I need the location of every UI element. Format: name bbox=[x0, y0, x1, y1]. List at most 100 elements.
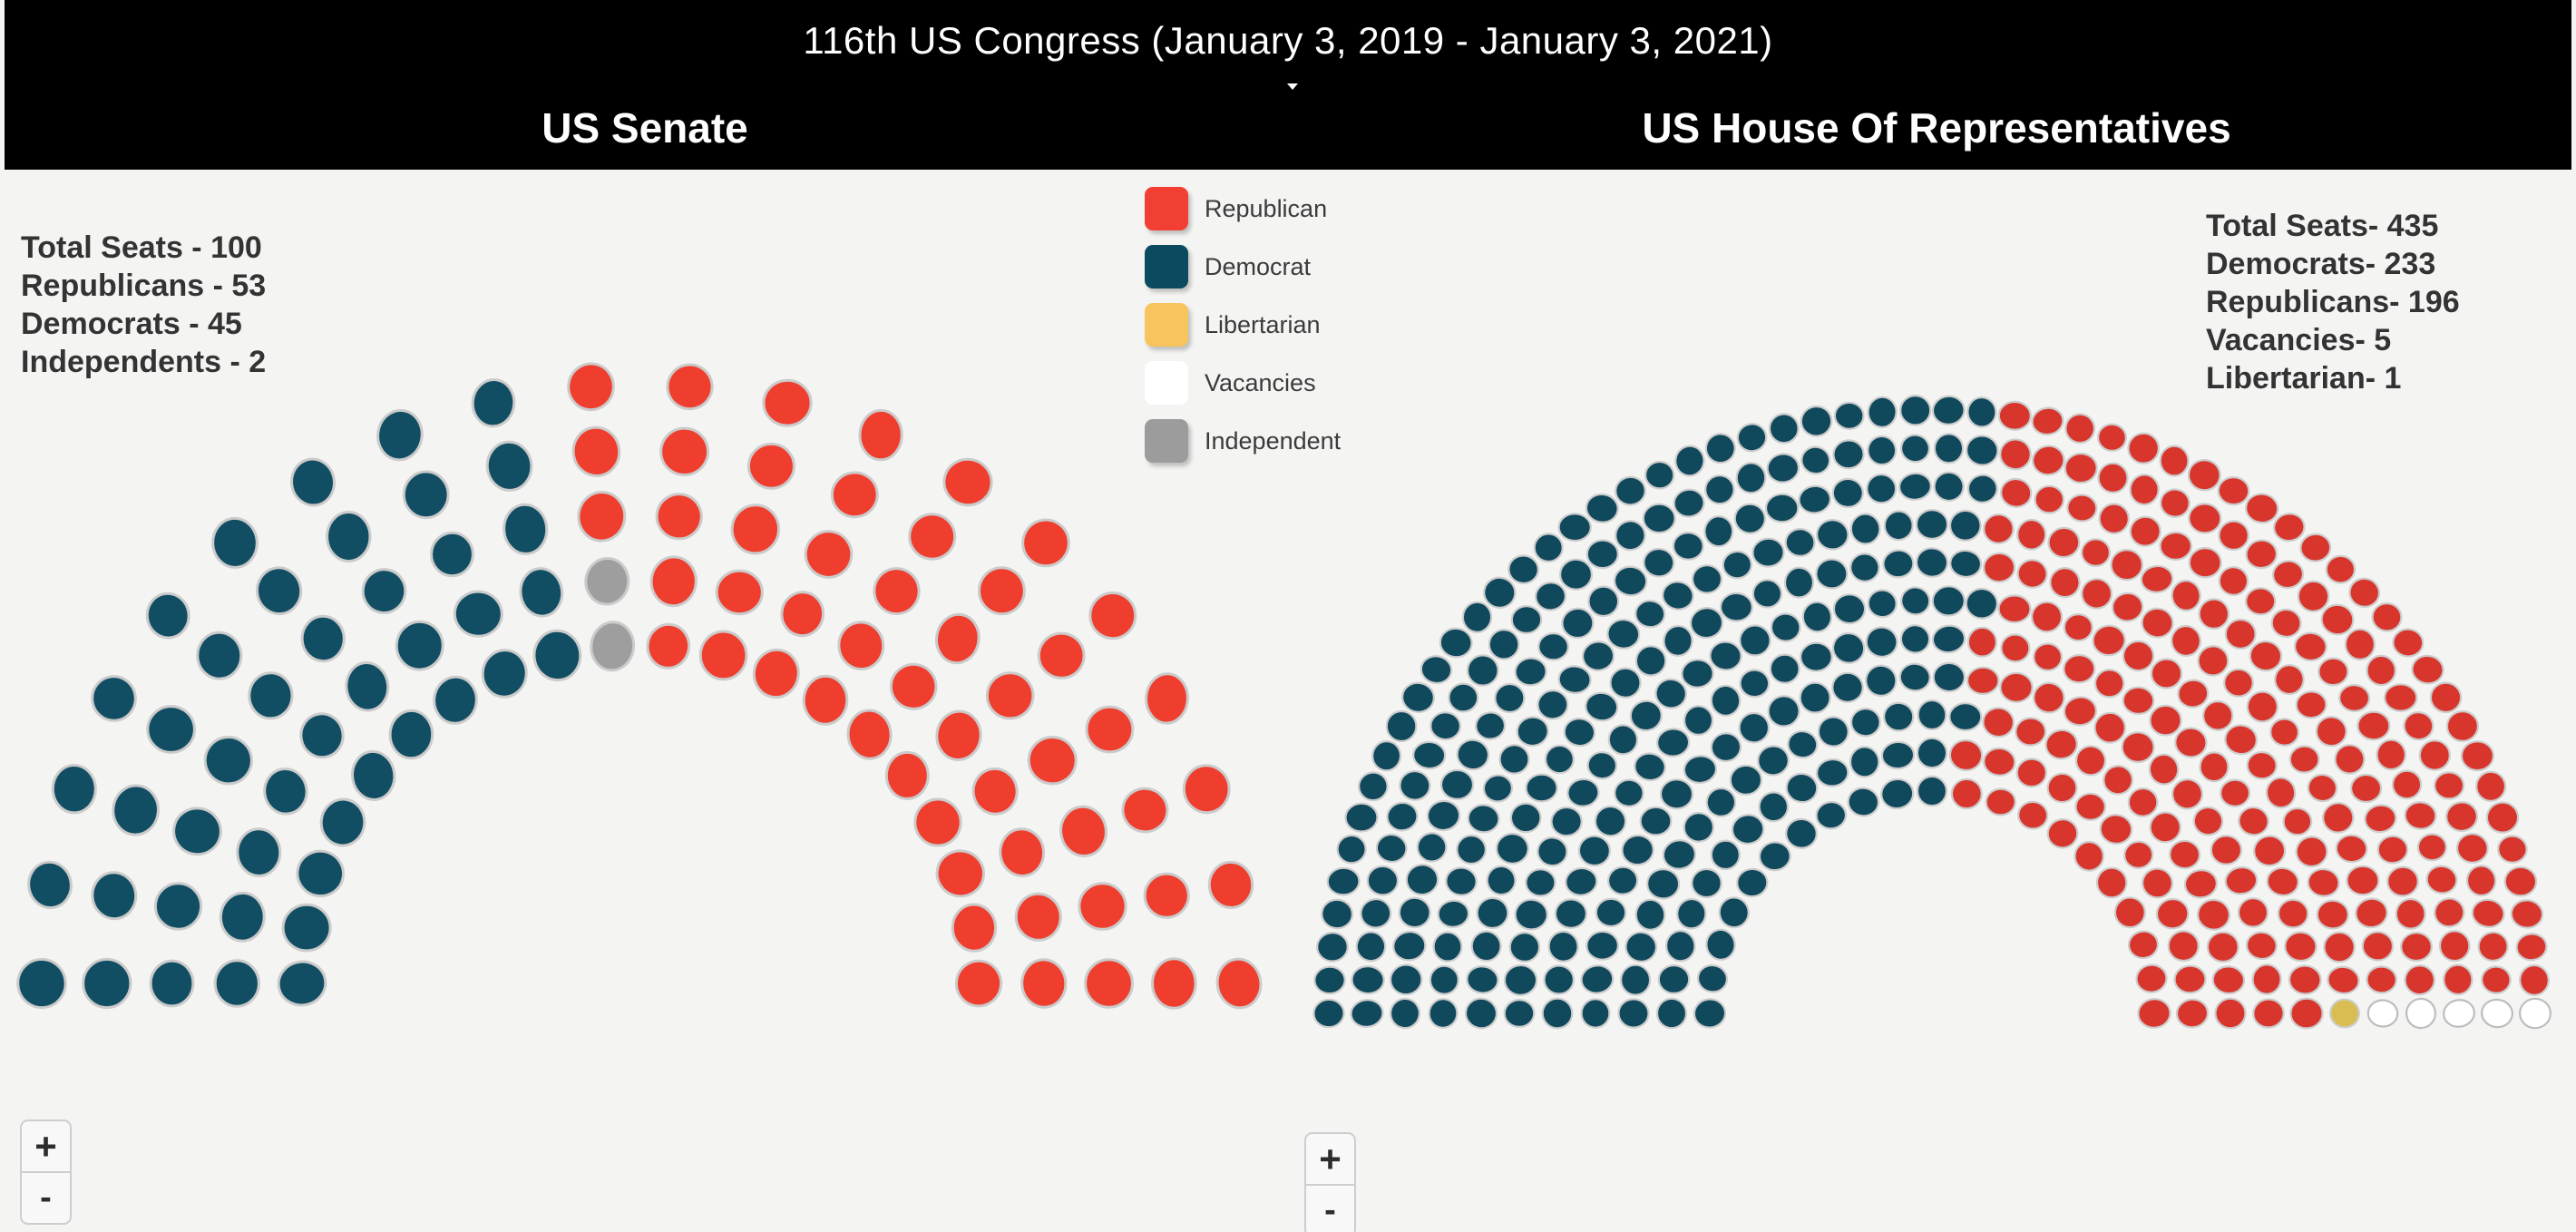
house-seat-republican[interactable] bbox=[2518, 963, 2550, 996]
house-seat-republican[interactable] bbox=[1999, 632, 2031, 663]
senate-seat-democrat[interactable] bbox=[146, 705, 196, 754]
house-seat-republican[interactable] bbox=[2361, 931, 2395, 962]
house-seat-democrat[interactable] bbox=[1965, 587, 1998, 621]
house-seat-republican[interactable] bbox=[2171, 777, 2204, 810]
house-seat-democrat[interactable] bbox=[1691, 867, 1722, 899]
house-seat-republican[interactable] bbox=[2289, 997, 2324, 1030]
house-seat-democrat[interactable] bbox=[1609, 667, 1642, 699]
house-seat-republican[interactable] bbox=[2223, 723, 2258, 756]
house-seat-republican[interactable] bbox=[2465, 865, 2497, 897]
house-seat-democrat[interactable] bbox=[1949, 549, 1983, 579]
house-seat-republican[interactable] bbox=[1966, 666, 2000, 696]
house-seat-republican[interactable] bbox=[2252, 834, 2288, 867]
house-seat-democrat[interactable] bbox=[1693, 998, 1727, 1030]
house-seat-republican[interactable] bbox=[2183, 868, 2219, 900]
house-seat-democrat[interactable] bbox=[1494, 682, 1526, 714]
senate-seat-republican[interactable] bbox=[1084, 958, 1134, 1009]
house-seat-democrat[interactable] bbox=[1705, 787, 1737, 818]
house-seat-republican[interactable] bbox=[2307, 773, 2338, 803]
senate-seat-republican[interactable] bbox=[913, 797, 962, 847]
house-seat-democrat[interactable] bbox=[1798, 484, 1832, 514]
house-seat-democrat[interactable] bbox=[1709, 640, 1742, 671]
house-seat-republican[interactable] bbox=[2150, 658, 2183, 689]
house-seat-republican[interactable] bbox=[2503, 865, 2538, 897]
house-seat-republican[interactable] bbox=[2445, 801, 2478, 833]
house-seat-democrat[interactable] bbox=[1783, 566, 1815, 599]
house-seat-republican[interactable] bbox=[2477, 931, 2510, 963]
house-seat-republican[interactable] bbox=[2093, 711, 2126, 744]
senate-seat-democrat[interactable] bbox=[480, 648, 530, 700]
house-seat-democrat[interactable] bbox=[1475, 896, 1509, 931]
senate-seat-republican[interactable] bbox=[884, 750, 930, 800]
house-seat-republican[interactable] bbox=[2127, 432, 2160, 464]
house-seat-democrat[interactable] bbox=[1965, 434, 2000, 467]
senate-seat-republican[interactable] bbox=[858, 408, 903, 462]
house-seat-democrat[interactable] bbox=[1659, 778, 1694, 810]
house-seat-republican[interactable] bbox=[2170, 624, 2203, 659]
house-seat-republican[interactable] bbox=[2141, 607, 2175, 639]
house-seat-democrat[interactable] bbox=[1899, 623, 1931, 654]
house-seat-democrat[interactable] bbox=[1710, 731, 1742, 763]
senate-seat-democrat[interactable] bbox=[360, 566, 408, 615]
house-seat-democrat[interactable] bbox=[1485, 865, 1517, 897]
house-seat-democrat[interactable] bbox=[1366, 865, 1400, 896]
senate-seat-republican[interactable] bbox=[889, 662, 938, 711]
house-seat-republican[interactable] bbox=[2049, 566, 2081, 599]
senate-seat-republican[interactable] bbox=[1143, 872, 1190, 919]
house-seat-republican[interactable] bbox=[2098, 503, 2131, 535]
house-seat-democrat[interactable] bbox=[1416, 831, 1449, 864]
legend-item-vacancies[interactable]: Vacancies bbox=[1145, 361, 1341, 405]
senate-seat-republican[interactable] bbox=[576, 490, 627, 543]
house-seat-democrat[interactable] bbox=[1607, 724, 1639, 756]
senate-seat-democrat[interactable] bbox=[430, 531, 474, 578]
house-seat-republican[interactable] bbox=[2325, 554, 2356, 584]
house-seat-democrat[interactable] bbox=[1735, 462, 1767, 494]
house-seat-democrat[interactable] bbox=[1498, 744, 1530, 775]
house-seat-republican[interactable] bbox=[2438, 930, 2471, 963]
house-seat-republican[interactable] bbox=[2350, 773, 2383, 804]
house-seat-republican[interactable] bbox=[2237, 806, 2270, 837]
house-seat-democrat[interactable] bbox=[1360, 897, 1393, 929]
senate-seat-democrat[interactable] bbox=[300, 614, 346, 663]
house-seat-democrat[interactable] bbox=[1756, 745, 1790, 777]
house-seat-democrat[interactable] bbox=[1691, 564, 1723, 594]
house-seat-democrat[interactable] bbox=[1704, 432, 1737, 464]
house-seat-democrat[interactable] bbox=[1738, 711, 1771, 744]
senate-seat-republican[interactable] bbox=[951, 903, 998, 953]
house-seat-republican[interactable] bbox=[2064, 412, 2097, 445]
senate-seat-republican[interactable] bbox=[1145, 672, 1189, 725]
senate-seat-democrat[interactable] bbox=[111, 784, 160, 837]
house-seat-democrat[interactable] bbox=[1847, 787, 1880, 818]
house-seat-democrat[interactable] bbox=[1767, 694, 1801, 728]
house-seat-democrat[interactable] bbox=[1736, 422, 1769, 454]
house-seat-republican[interactable] bbox=[2031, 444, 2066, 476]
house-seat-vacancy[interactable] bbox=[2519, 997, 2552, 1030]
house-seat-vacancy[interactable] bbox=[2442, 998, 2476, 1029]
house-seat-republican[interactable] bbox=[1983, 747, 2016, 777]
house-seat-republican[interactable] bbox=[2122, 640, 2155, 672]
senate-seat-republican[interactable] bbox=[1058, 803, 1110, 859]
house-seat-democrat[interactable] bbox=[1437, 899, 1470, 929]
house-seat-republican[interactable] bbox=[2159, 531, 2192, 562]
house-seat-republican[interactable] bbox=[2095, 866, 2128, 899]
senate-seat-democrat[interactable] bbox=[326, 511, 372, 562]
house-seat-democrat[interactable] bbox=[1879, 777, 1916, 810]
house-seat-democrat[interactable] bbox=[1639, 806, 1673, 836]
senate-seat-republican[interactable] bbox=[942, 456, 994, 508]
senate-seat-republican[interactable] bbox=[1120, 786, 1170, 835]
senate-seat-democrat[interactable] bbox=[196, 631, 243, 680]
house-seat-democrat[interactable] bbox=[1899, 433, 1931, 464]
house-seat-democrat[interactable] bbox=[1385, 709, 1418, 743]
house-seat-democrat[interactable] bbox=[1657, 963, 1691, 995]
house-seat-republican[interactable] bbox=[2356, 710, 2391, 741]
house-seat-republican[interactable] bbox=[2481, 965, 2512, 994]
house-seat-republican[interactable] bbox=[2121, 731, 2155, 764]
house-seat-democrat[interactable] bbox=[1683, 811, 1714, 843]
house-seat-republican[interactable] bbox=[2214, 997, 2247, 1030]
house-seat-democrat[interactable] bbox=[1966, 396, 1997, 428]
house-seat-democrat[interactable] bbox=[1866, 473, 1898, 504]
house-seat-republican[interactable] bbox=[2386, 865, 2419, 897]
house-seat-republican[interactable] bbox=[2510, 899, 2544, 929]
house-seat-democrat[interactable] bbox=[1615, 475, 1647, 506]
house-seat-republican[interactable] bbox=[2497, 835, 2528, 864]
